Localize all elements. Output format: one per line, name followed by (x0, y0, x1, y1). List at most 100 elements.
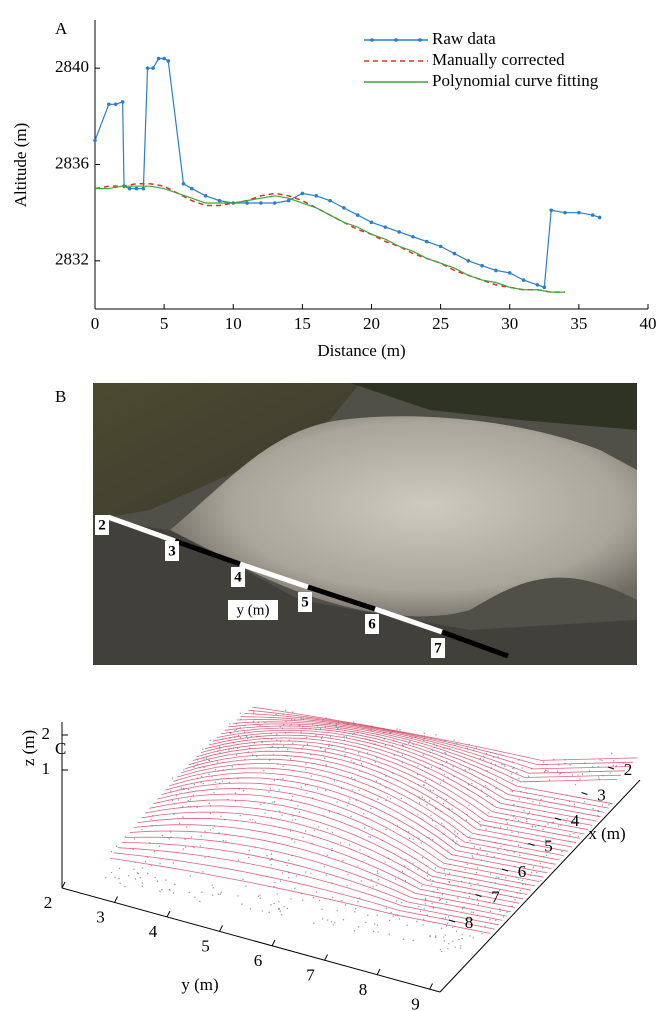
cloud-point (161, 834, 164, 837)
cloud-point (504, 765, 506, 767)
cloud-point (349, 798, 351, 800)
cloud-point (447, 849, 449, 851)
cloud-point (369, 836, 372, 838)
cloud-point (319, 727, 322, 730)
cloud-point (292, 815, 294, 817)
cloud-point (500, 826, 502, 828)
cloud-point (204, 857, 206, 859)
cloud-point (448, 943, 450, 945)
cloud-point (547, 770, 549, 772)
cloud-point (249, 819, 251, 821)
data-point (397, 230, 401, 234)
cloud-point (470, 885, 472, 887)
cloud-point (544, 839, 547, 841)
cloud-point (289, 758, 292, 760)
cloud-point (373, 923, 376, 925)
data-point (107, 102, 111, 107)
cloud-point (505, 819, 508, 822)
cloud-point (201, 775, 203, 778)
data-point (342, 206, 346, 210)
profile-line (212, 732, 597, 822)
cloud-point (485, 828, 487, 830)
scale-segment (107, 514, 176, 544)
profile-line (153, 793, 536, 887)
cloud-point (519, 889, 522, 892)
cloud-point (204, 830, 206, 832)
cloud-point (543, 771, 546, 773)
data-point (590, 213, 595, 217)
cloud-point (237, 895, 239, 897)
cloud-point (302, 745, 304, 748)
cloud-point (180, 787, 182, 789)
data-point (521, 278, 526, 282)
cloud-point (235, 754, 238, 756)
vegetation (350, 383, 637, 430)
cloud-point (558, 825, 560, 827)
cloud-point (579, 778, 581, 780)
cloud-point (341, 899, 343, 902)
label-box (365, 614, 379, 634)
cloud-point (209, 829, 212, 831)
cloud-point (279, 910, 282, 912)
profile-line (176, 763, 560, 861)
y-tick-label: 2836 (55, 153, 89, 172)
cloud-point (376, 914, 378, 916)
cloud-point (422, 754, 425, 756)
data-point (162, 56, 166, 61)
cloud-point (188, 891, 191, 894)
profile-line (157, 787, 540, 882)
cloud-point (313, 922, 315, 925)
data-point (355, 213, 360, 217)
cloud-point (259, 897, 261, 899)
data-point (272, 201, 277, 205)
cloud-point (294, 808, 296, 810)
scale-segment (239, 561, 309, 590)
cloud-point (318, 900, 321, 902)
cloud-point (451, 926, 454, 929)
cloud-point (395, 900, 398, 902)
cloud-point (517, 832, 520, 834)
cloud-point (454, 946, 456, 949)
cloud-point (202, 871, 204, 873)
cloud-point (261, 741, 263, 744)
cloud-point (324, 749, 326, 751)
cloud-point (412, 862, 414, 864)
cloud-point (217, 761, 219, 763)
cloud-point (440, 927, 443, 930)
cloud-point (329, 736, 332, 738)
cloud-point (377, 879, 380, 881)
data-point (535, 283, 540, 287)
cloud-point (366, 752, 369, 754)
cloud-point (326, 919, 329, 921)
cloud-point (536, 871, 538, 874)
cloud-point (423, 908, 425, 910)
cloud-point (278, 789, 280, 791)
cloud-point (431, 820, 434, 822)
cloud-point (270, 853, 273, 855)
cloud-point (426, 871, 429, 873)
cloud-point (417, 765, 419, 767)
cloud-point (178, 822, 181, 825)
cloud-point (434, 867, 437, 869)
scale-label: 3 (168, 543, 176, 559)
cloud-point (315, 734, 317, 736)
profile-line (113, 852, 495, 930)
cloud-point (393, 754, 396, 757)
cloud-point (448, 807, 450, 809)
cloud-point (372, 930, 375, 933)
y-tick-label: 9 (411, 994, 420, 1011)
cloud-point (183, 769, 185, 771)
cloud-point (448, 881, 451, 884)
cloud-point (320, 737, 323, 740)
cloud-point (442, 917, 444, 919)
cloud-point (387, 796, 389, 798)
cloud-point (542, 867, 544, 869)
cloud-point (444, 874, 447, 876)
cloud-point (522, 883, 524, 886)
cloud-point (388, 919, 391, 922)
cloud-point (495, 788, 497, 790)
cloud-point (114, 876, 116, 879)
cloud-point (497, 848, 499, 851)
cloud-point (208, 759, 210, 762)
cloud-point (421, 885, 423, 887)
